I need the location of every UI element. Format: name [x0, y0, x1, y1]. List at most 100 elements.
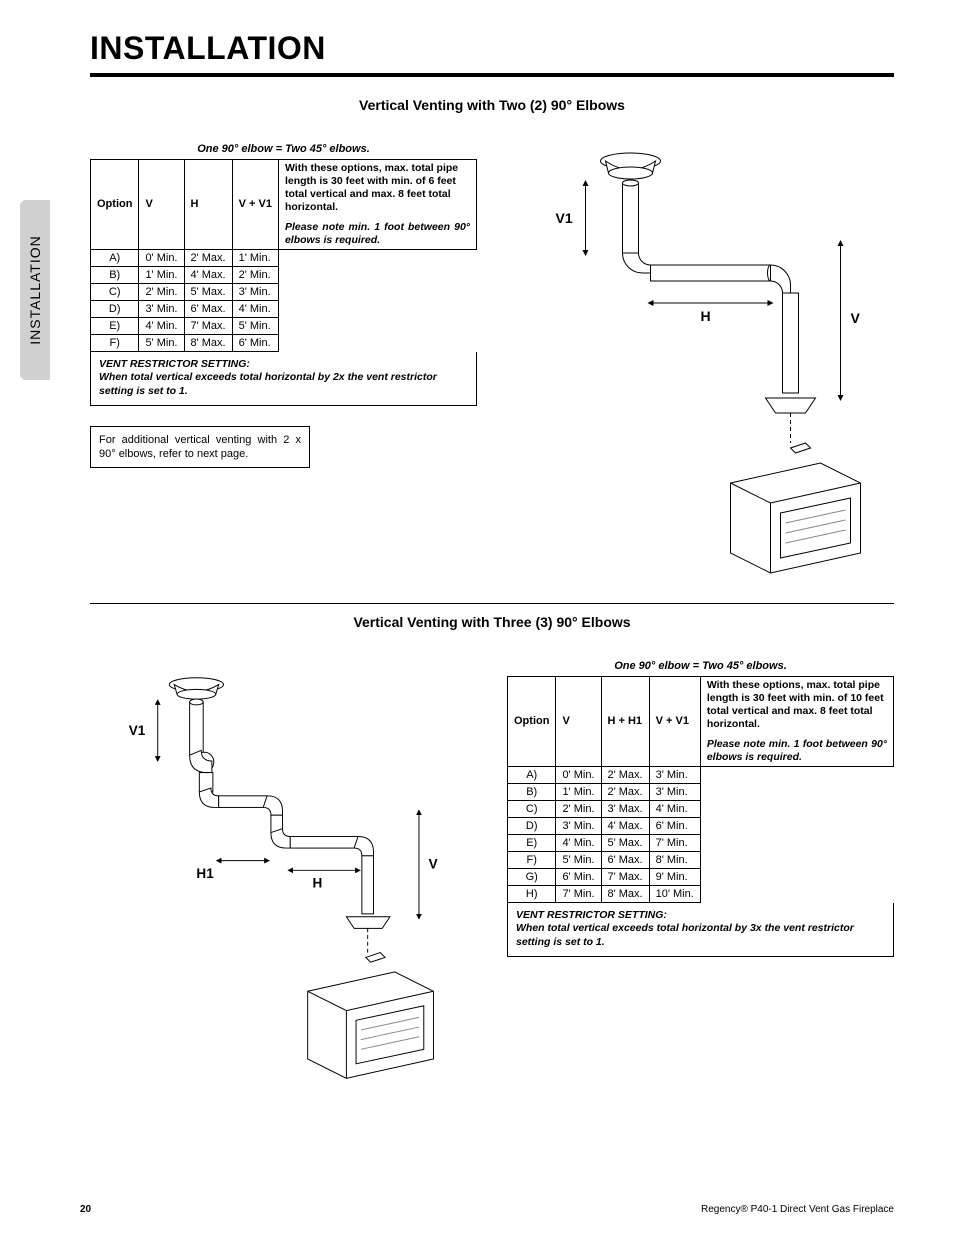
table-cell: 2' Min.: [139, 283, 184, 300]
table-cell: 5' Max.: [601, 834, 649, 851]
col-option: Option: [91, 160, 139, 250]
section1-table: Option V H V + V1 With these options, ma…: [90, 159, 477, 352]
table-cell: 8' Max.: [184, 334, 232, 351]
label-h-2: H: [312, 876, 322, 891]
table-cell: 1' Min.: [232, 249, 278, 266]
table-cell: B): [91, 266, 139, 283]
col-v: V: [556, 677, 601, 767]
table-cell: 1' Min.: [556, 783, 601, 800]
section1-restrictor: VENT RESTRICTOR SETTING: When total vert…: [90, 352, 477, 406]
restrictor-title: VENT RESTRICTOR SETTING:: [516, 909, 885, 923]
table-cell: 5' Min.: [139, 334, 184, 351]
section2-title: Vertical Venting with Three (3) 90° Elbo…: [90, 614, 894, 630]
table-row: A)0' Min.2' Max.1' Min.: [91, 249, 477, 266]
col-option: Option: [508, 677, 556, 767]
footer: 20 Regency® P40-1 Direct Vent Gas Firepl…: [80, 1204, 894, 1215]
side-tab: INSTALLATION: [20, 200, 50, 380]
table-row: F)5' Min.8' Max.6' Min.: [91, 334, 477, 351]
table-cell: 5' Max.: [184, 283, 232, 300]
table-cell: 6' Min.: [556, 868, 601, 885]
table-cell: 2' Max.: [601, 766, 649, 783]
table-row: D)3' Min.4' Max.6' Min.: [508, 817, 894, 834]
section1-diagram: V1 H V: [507, 143, 894, 583]
col-hh1: H + H1: [601, 677, 649, 767]
product-name: Regency® P40-1 Direct Vent Gas Fireplace: [701, 1204, 894, 1215]
section-two-elbows: Vertical Venting with Two (2) 90° Elbows…: [90, 97, 894, 583]
label-v: V: [851, 310, 861, 326]
section1-title: Vertical Venting with Two (2) 90° Elbows: [90, 97, 894, 113]
table-row: C)2' Min.5' Max.3' Min.: [91, 283, 477, 300]
table-row: H)7' Min.8' Max.10' Min.: [508, 885, 894, 902]
table-cell: 10' Min.: [649, 885, 700, 902]
section1-note: With these options, max. total pipe leng…: [278, 160, 476, 250]
table-row: B)1' Min.4' Max.2' Min.: [91, 266, 477, 283]
page-title: INSTALLATION: [90, 30, 894, 67]
table-cell: 4' Max.: [184, 266, 232, 283]
table-cell: H): [508, 885, 556, 902]
side-tab-label: INSTALLATION: [27, 235, 43, 345]
section1-info-box: For additional vertical venting with 2 x…: [90, 426, 310, 469]
table-cell: 2' Min.: [232, 266, 278, 283]
table-cell: 6' Min.: [232, 334, 278, 351]
table-cell: A): [508, 766, 556, 783]
restrictor-title: VENT RESTRICTOR SETTING:: [99, 358, 468, 372]
table-cell: 4' Min.: [649, 800, 700, 817]
table-row: E)4' Min.7' Max.5' Min.: [91, 317, 477, 334]
table-cell: 5' Min.: [232, 317, 278, 334]
restrictor-text: When total vertical exceeds total horizo…: [516, 922, 854, 948]
table-cell: F): [91, 334, 139, 351]
section2-restrictor: VENT RESTRICTOR SETTING: When total vert…: [507, 903, 894, 957]
section2-diagram: V1 H1 H V: [90, 660, 477, 1100]
table-cell: 3' Max.: [601, 800, 649, 817]
table-cell: C): [91, 283, 139, 300]
label-v1-2: V1: [129, 723, 146, 738]
section-three-elbows: Vertical Venting with Three (3) 90° Elbo…: [90, 614, 894, 1100]
table-cell: 6' Max.: [601, 851, 649, 868]
label-h1: H1: [196, 866, 214, 881]
table-cell: 4' Min.: [556, 834, 601, 851]
table-cell: G): [508, 868, 556, 885]
restrictor-text: When total vertical exceeds total horizo…: [99, 371, 437, 397]
table-cell: 3' Min.: [649, 783, 700, 800]
table-cell: 2' Min.: [556, 800, 601, 817]
table-cell: 4' Min.: [232, 300, 278, 317]
note-text: With these options, max. total pipe leng…: [707, 679, 884, 730]
table-cell: D): [508, 817, 556, 834]
table-cell: 7' Min.: [649, 834, 700, 851]
table-cell: 0' Min.: [556, 766, 601, 783]
table-cell: E): [91, 317, 139, 334]
section1-caption: One 90° elbow = Two 45° elbows.: [90, 143, 477, 155]
table-cell: 4' Max.: [601, 817, 649, 834]
table-cell: E): [508, 834, 556, 851]
col-vv1: V + V1: [649, 677, 700, 767]
section-divider: [90, 603, 894, 604]
title-rule: [90, 73, 894, 77]
table-cell: 0' Min.: [139, 249, 184, 266]
table-cell: 7' Max.: [184, 317, 232, 334]
label-v-2: V: [429, 856, 438, 871]
section2-caption: One 90° elbow = Two 45° elbows.: [507, 660, 894, 672]
table-cell: 4' Min.: [139, 317, 184, 334]
note-bold: Please note min. 1 foot between 90° elbo…: [285, 221, 470, 247]
label-h: H: [700, 308, 710, 324]
table-row: F)5' Min.6' Max.8' Min.: [508, 851, 894, 868]
note-bold: Please note min. 1 foot between 90° elbo…: [707, 738, 887, 764]
page-number: 20: [80, 1204, 91, 1215]
section2-note: With these options, max. total pipe leng…: [700, 677, 893, 767]
table-cell: 8' Min.: [649, 851, 700, 868]
table-cell: 5' Min.: [556, 851, 601, 868]
label-v1: V1: [556, 210, 573, 226]
table-cell: A): [91, 249, 139, 266]
table-header-row: Option V H + H1 V + V1 With these option…: [508, 677, 894, 767]
table-cell: D): [91, 300, 139, 317]
table-cell: B): [508, 783, 556, 800]
table-cell: 2' Max.: [601, 783, 649, 800]
table-row: A)0' Min.2' Max.3' Min.: [508, 766, 894, 783]
col-vv1: V + V1: [232, 160, 278, 250]
table-cell: 6' Min.: [649, 817, 700, 834]
table-cell: 3' Min.: [232, 283, 278, 300]
table-cell: 1' Min.: [139, 266, 184, 283]
table-cell: 8' Max.: [601, 885, 649, 902]
table-row: E)4' Min.5' Max.7' Min.: [508, 834, 894, 851]
table-cell: 3' Min.: [649, 766, 700, 783]
